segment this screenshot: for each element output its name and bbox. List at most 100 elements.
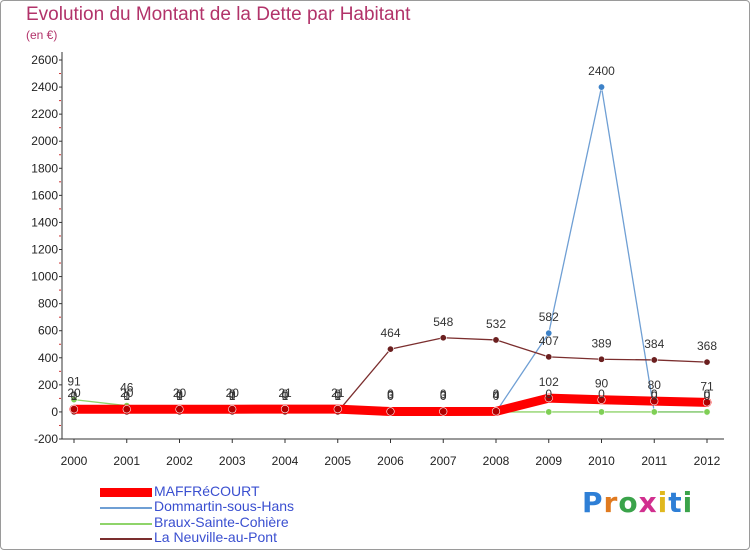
logo-letter: i — [657, 486, 669, 519]
y-tick-label: 2600 — [31, 53, 58, 67]
logo-letter: o — [618, 486, 639, 519]
y-minor-tick — [59, 316, 61, 318]
data-label-1: 0 — [440, 389, 447, 403]
y-tick-label: 2400 — [31, 80, 58, 94]
data-label-2: 0 — [704, 387, 711, 401]
y-tick-label: 200 — [38, 378, 58, 392]
data-label-2: 0 — [493, 387, 500, 401]
legend-label: Braux-Sainte-Cohière — [154, 514, 289, 530]
series-point-2 — [70, 396, 78, 404]
x-tick-label: 2001 — [113, 454, 140, 468]
y-minor-tick — [59, 289, 61, 291]
data-label-3: 384 — [644, 337, 664, 351]
data-label-2: 0 — [598, 387, 605, 401]
legend-swatch — [100, 538, 152, 540]
x-tick-label: 2008 — [483, 454, 510, 468]
logo-letter: x — [638, 486, 658, 519]
series-point-0 — [333, 404, 342, 414]
data-label-1: 0 — [387, 389, 394, 403]
y-minor-tick — [59, 73, 61, 75]
legend-label: La Neuville-au-Pont — [154, 529, 277, 545]
series-point-0 — [702, 398, 712, 407]
y-tick-label: 1200 — [31, 243, 58, 257]
y-minor-tick — [59, 100, 61, 102]
y-tick-label: 1800 — [31, 161, 58, 175]
data-label-3: 1 — [229, 389, 236, 403]
logo-letter: P — [582, 486, 604, 519]
y-tick-label: 2200 — [31, 107, 58, 121]
series-point-3 — [492, 336, 500, 344]
data-label-2: 0 — [282, 387, 289, 401]
y-tick-label: 400 — [38, 351, 58, 365]
series-layer — [69, 83, 712, 417]
series-point-1 — [545, 329, 553, 337]
series-point-1 — [597, 83, 605, 91]
series-point-0 — [439, 407, 448, 416]
series-point-0 — [280, 404, 290, 414]
data-label-2: 0 — [229, 387, 236, 401]
y-minor-tick — [59, 208, 61, 210]
data-label-0: 3 — [387, 389, 394, 403]
data-label-3: 532 — [486, 317, 506, 331]
y-minor-tick — [59, 154, 61, 156]
x-tick-label: 2000 — [61, 454, 88, 468]
y-tick-label: 1400 — [31, 215, 58, 229]
series-point-0 — [597, 395, 606, 404]
data-label-0: 80 — [648, 378, 662, 392]
x-tick-label: 2010 — [588, 454, 615, 468]
data-label-1: 0 — [229, 389, 236, 403]
axes: -200020040060080010001200140016001800200… — [31, 52, 724, 468]
series-point-0 — [175, 405, 184, 414]
data-label-0: 102 — [539, 375, 559, 389]
y-tick-label: 1000 — [31, 270, 58, 284]
data-label-1: 0 — [493, 389, 500, 403]
y-minor-tick — [59, 181, 61, 183]
data-label-3: 464 — [380, 326, 400, 340]
data-label-3: 548 — [433, 315, 453, 329]
series-point-0 — [491, 407, 501, 416]
chart-title: Evolution du Montant de la Dette par Hab… — [26, 4, 411, 25]
x-tick-label: 2007 — [430, 454, 457, 468]
y-minor-tick — [59, 127, 61, 129]
logo-letter: i — [682, 486, 694, 519]
legend-swatch — [100, 523, 152, 525]
chart-subtitle: (en €) — [26, 28, 58, 42]
y-tick-label: 2000 — [31, 134, 58, 148]
series-point-3 — [650, 356, 658, 364]
series-point-2 — [597, 408, 605, 416]
series-point-3 — [439, 334, 447, 342]
data-label-3: 1 — [282, 389, 289, 403]
data-label-0: 3 — [440, 389, 447, 403]
series-line-1 — [73, 86, 708, 413]
x-tick-label: 2006 — [377, 454, 404, 468]
y-tick-label: 0 — [51, 405, 58, 419]
series-point-0 — [122, 405, 131, 414]
x-tick-label: 2011 — [641, 454, 667, 468]
data-label-2: 0 — [334, 387, 341, 401]
series-point-0 — [69, 405, 79, 414]
series-point-0 — [650, 397, 659, 406]
data-label-0: 90 — [595, 377, 609, 391]
data-label-0: 20 — [120, 386, 134, 400]
series-point-3 — [545, 353, 553, 361]
y-tick-label: -200 — [34, 432, 58, 446]
logo-letter: t — [668, 486, 683, 519]
data-label-1: 0 — [282, 389, 289, 403]
data-label-3: 1 — [334, 389, 341, 403]
x-tick-label: 2002 — [166, 454, 193, 468]
data-label-0: 20 — [173, 386, 187, 400]
y-tick-label: 600 — [38, 324, 58, 338]
series-point-0 — [228, 405, 237, 414]
data-label-3: 368 — [697, 339, 717, 353]
data-label-3: 389 — [591, 336, 611, 350]
data-label-1: 0 — [71, 389, 78, 403]
logo-letter: r — [603, 486, 619, 519]
y-minor-tick — [59, 424, 61, 426]
data-label-2: 91 — [67, 375, 81, 389]
data-label-2: 0 — [176, 387, 183, 401]
data-label-3: 1 — [176, 389, 183, 403]
series-point-2 — [703, 408, 711, 416]
series-point-3 — [386, 345, 394, 353]
data-label-1: 582 — [539, 310, 559, 324]
